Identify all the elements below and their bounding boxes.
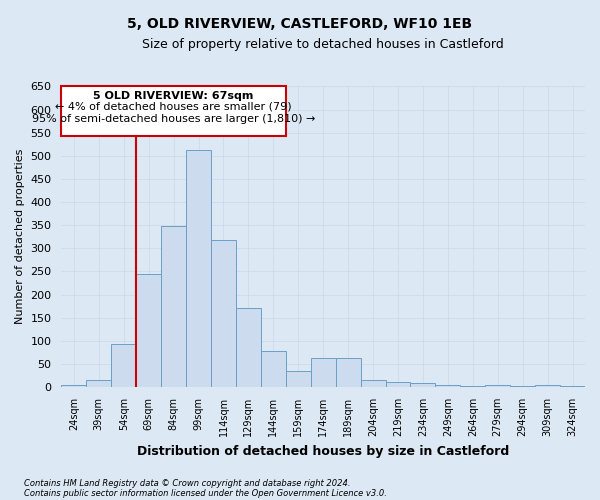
Bar [535, 385, 560, 387]
Bar [410, 384, 436, 387]
Bar [186, 150, 211, 387]
Bar [560, 386, 585, 387]
Bar [136, 274, 161, 387]
Y-axis label: Number of detached properties: Number of detached properties [15, 149, 25, 324]
Title: Size of property relative to detached houses in Castleford: Size of property relative to detached ho… [142, 38, 504, 51]
Text: ← 4% of detached houses are smaller (79): ← 4% of detached houses are smaller (79) [55, 102, 292, 112]
Bar [286, 372, 311, 387]
Text: Contains HM Land Registry data © Crown copyright and database right 2024.: Contains HM Land Registry data © Crown c… [24, 478, 350, 488]
Bar [61, 385, 86, 387]
Bar [211, 240, 236, 387]
Bar [460, 386, 485, 387]
Text: 5, OLD RIVERVIEW, CASTLEFORD, WF10 1EB: 5, OLD RIVERVIEW, CASTLEFORD, WF10 1EB [127, 18, 473, 32]
Bar [86, 380, 111, 387]
Bar [161, 226, 186, 387]
Bar [510, 386, 535, 387]
Bar [261, 352, 286, 387]
Text: 95% of semi-detached houses are larger (1,810) →: 95% of semi-detached houses are larger (… [32, 114, 315, 124]
Bar [311, 358, 335, 387]
Bar [236, 308, 261, 387]
Bar [485, 385, 510, 387]
Bar [386, 382, 410, 387]
Text: Contains public sector information licensed under the Open Government Licence v3: Contains public sector information licen… [24, 488, 387, 498]
Bar [436, 385, 460, 387]
Text: 5 OLD RIVERVIEW: 67sqm: 5 OLD RIVERVIEW: 67sqm [94, 90, 254, 101]
Bar [335, 358, 361, 387]
FancyBboxPatch shape [61, 86, 286, 136]
Bar [111, 344, 136, 387]
X-axis label: Distribution of detached houses by size in Castleford: Distribution of detached houses by size … [137, 444, 509, 458]
Bar [361, 380, 386, 387]
